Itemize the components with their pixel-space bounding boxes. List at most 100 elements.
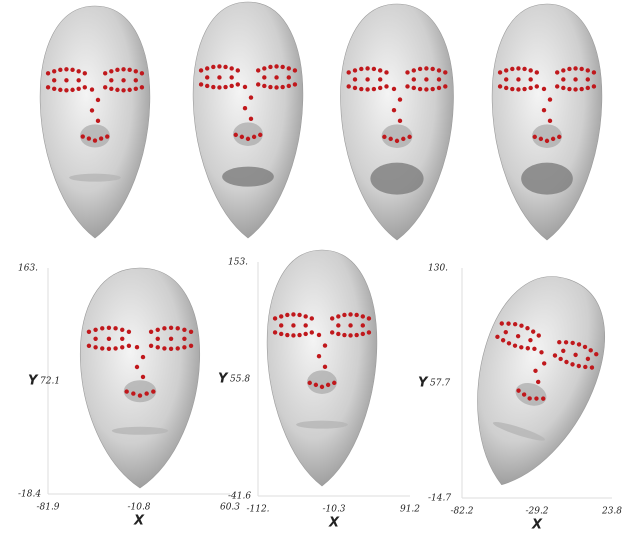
- landmark: [367, 316, 371, 320]
- landmark: [592, 84, 596, 88]
- landmark: [182, 328, 186, 332]
- y-tick-label: -18.4: [18, 490, 41, 500]
- landmark: [124, 389, 128, 393]
- landmark: [310, 330, 314, 334]
- landmark: [516, 87, 520, 91]
- landmark: [156, 328, 160, 332]
- landmark: [405, 84, 409, 88]
- landmark: [107, 347, 111, 351]
- face-surface: [193, 2, 303, 238]
- face: [40, 6, 150, 238]
- landmark: [262, 66, 266, 70]
- landmark: [169, 326, 173, 330]
- landmark: [121, 78, 125, 82]
- landmark: [297, 313, 301, 317]
- landmark: [498, 70, 502, 74]
- face-surface: [267, 250, 377, 486]
- landmark: [169, 337, 173, 341]
- face-surface: [40, 6, 150, 238]
- landmark: [561, 86, 565, 90]
- landmark: [127, 344, 131, 348]
- landmark: [243, 106, 247, 110]
- landmark: [52, 69, 56, 73]
- landmark: [361, 332, 365, 336]
- landmark: [96, 119, 100, 123]
- landmark: [573, 87, 577, 91]
- landmark: [107, 326, 111, 330]
- landmark: [240, 135, 244, 139]
- landmark: [291, 323, 295, 327]
- mouth: [222, 167, 274, 187]
- landmark: [287, 75, 291, 79]
- landmark: [121, 88, 125, 92]
- landmark: [280, 85, 284, 89]
- landmark: [256, 82, 260, 86]
- landmark: [285, 333, 289, 337]
- x-axis-label: X: [531, 518, 543, 533]
- landmark: [545, 139, 549, 143]
- x-tick-label: -10.3: [322, 505, 345, 515]
- landmark: [100, 346, 104, 350]
- landmark: [498, 84, 502, 88]
- x-tick-label: -29.2: [525, 507, 548, 517]
- landmark: [548, 97, 552, 101]
- landmark: [398, 119, 402, 123]
- landmark: [58, 68, 62, 72]
- landmark: [211, 65, 215, 69]
- landmark: [401, 137, 405, 141]
- landmark: [223, 85, 227, 89]
- landmark: [382, 135, 386, 139]
- landmark: [229, 84, 233, 88]
- landmark: [308, 381, 312, 385]
- landmark: [418, 87, 422, 91]
- landmark: [437, 86, 441, 90]
- landmark: [323, 343, 327, 347]
- landmark: [353, 68, 357, 72]
- y-tick-label: -41.6: [228, 492, 251, 502]
- landmark: [96, 98, 100, 102]
- landmark: [76, 69, 80, 73]
- landmark: [516, 77, 520, 81]
- landmark: [314, 383, 318, 387]
- landmark: [412, 68, 416, 72]
- landmark: [504, 68, 508, 72]
- landmark: [64, 67, 68, 71]
- landmark: [407, 135, 411, 139]
- landmark: [347, 70, 351, 74]
- landmark: [539, 137, 543, 141]
- landmark: [365, 66, 369, 70]
- x-tick-label: -10.8: [127, 503, 150, 513]
- landmark: [323, 365, 327, 369]
- landmark: [211, 85, 215, 89]
- landmark: [336, 323, 340, 327]
- landmark: [443, 84, 447, 88]
- landmark: [105, 134, 109, 138]
- landmark: [528, 86, 532, 90]
- landmark: [205, 75, 209, 79]
- landmark: [293, 68, 297, 72]
- landmark: [189, 344, 193, 348]
- landmark: [135, 345, 139, 349]
- landmark: [262, 75, 266, 79]
- landmark: [418, 67, 422, 71]
- landmark: [504, 86, 508, 90]
- landmark: [151, 389, 155, 393]
- landmark: [90, 87, 94, 91]
- landmark: [135, 365, 139, 369]
- landmark: [555, 84, 559, 88]
- landmark: [354, 313, 358, 317]
- landmark: [437, 68, 441, 72]
- landmark: [189, 330, 193, 334]
- face: [80, 268, 199, 488]
- landmark: [330, 330, 334, 334]
- landmark: [70, 68, 74, 72]
- landmark: [431, 87, 435, 91]
- landmark: [64, 88, 68, 92]
- landmark: [100, 326, 104, 330]
- landmark: [115, 68, 119, 72]
- y-tick-label: 55.8: [230, 375, 250, 385]
- landmark: [567, 67, 571, 71]
- landmark: [317, 354, 321, 358]
- y-tick-label: 153.: [228, 258, 248, 268]
- landmark: [293, 82, 297, 86]
